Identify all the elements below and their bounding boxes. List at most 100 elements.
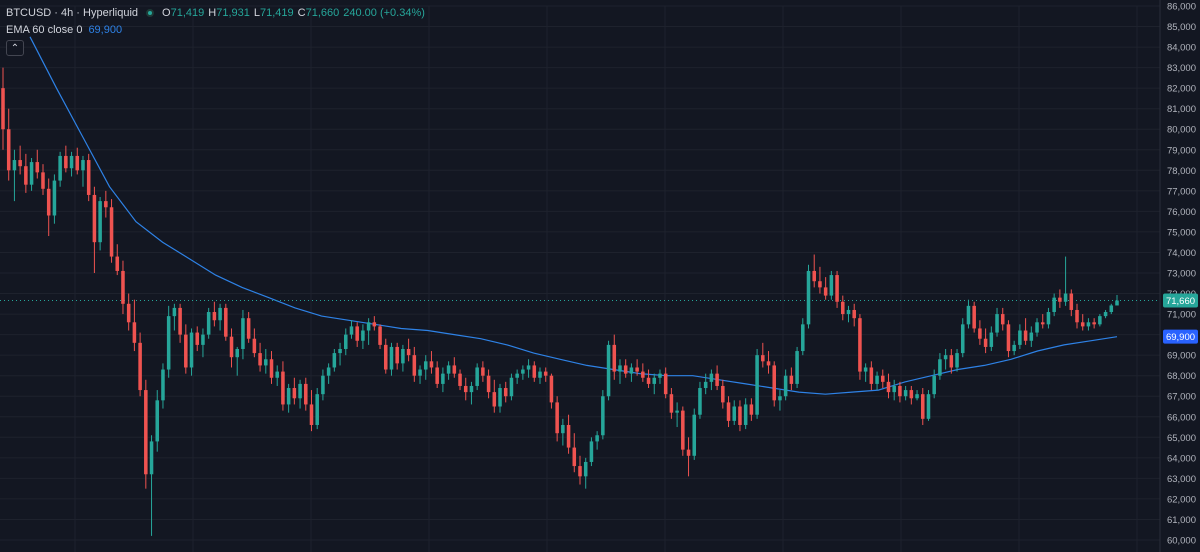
y-tick-label: 77,000: [1167, 186, 1196, 197]
symbol-title[interactable]: BTCUSD · 4h · Hyperliquid: [6, 6, 139, 19]
candle-body: [503, 388, 508, 397]
y-tick-label: 79,000: [1167, 145, 1196, 156]
y-tick-label: 83,000: [1167, 63, 1196, 74]
y-tick-label: 85,000: [1167, 22, 1196, 33]
candle: [224, 303, 228, 341]
candle-body: [1115, 300, 1119, 306]
candle-body: [566, 424, 571, 448]
candle-body: [463, 385, 468, 393]
y-tick-label: 80,000: [1167, 125, 1196, 136]
candle: [652, 373, 657, 395]
candle-body: [321, 375, 325, 395]
candle-body: [144, 390, 148, 475]
candle: [349, 320, 354, 339]
candle-body: [41, 172, 45, 189]
candle-body: [812, 270, 816, 282]
candle-body: [224, 307, 228, 337]
y-tick-label: 69,000: [1167, 351, 1196, 362]
candle: [641, 363, 645, 382]
candle-body: [281, 371, 285, 405]
y-tick-label: 75,000: [1167, 227, 1196, 238]
candle-body: [761, 355, 765, 362]
candle: [326, 363, 331, 384]
candle: [909, 385, 914, 405]
candle-body: [149, 441, 154, 475]
y-tick-label: 78,000: [1167, 166, 1196, 177]
candle-body: [875, 375, 879, 384]
candle-body: [1046, 312, 1051, 325]
ema-indicator-name[interactable]: EMA 60 close 0: [6, 23, 83, 36]
candle: [583, 457, 588, 489]
candle-body: [1029, 332, 1034, 341]
candle: [755, 348, 759, 419]
candle: [703, 373, 708, 395]
candle: [561, 418, 565, 446]
candle: [903, 385, 908, 401]
candle-body: [1109, 305, 1114, 313]
candle-body: [69, 155, 74, 169]
candle-body: [789, 375, 794, 384]
candle-body: [983, 338, 988, 347]
candle: [589, 437, 594, 467]
candle-body: [692, 414, 697, 456]
candle-body: [189, 332, 194, 368]
candle-body: [869, 367, 874, 384]
candle-body: [218, 307, 222, 321]
candle: [86, 153, 91, 202]
candle-body: [486, 375, 491, 393]
candle: [458, 369, 462, 391]
candle-body: [349, 326, 354, 335]
candle-body: [86, 160, 91, 195]
candle-body: [389, 346, 394, 370]
candle-body: [881, 375, 885, 382]
candle: [138, 332, 142, 397]
candle: [572, 433, 577, 473]
candle-body: [698, 388, 702, 415]
price-axis[interactable]: 60,000 61,000 62,000 63,000 64,000 65,000 66,0…: [1167, 2, 1196, 547]
y-tick-label: 76,000: [1167, 207, 1196, 218]
candle: [932, 369, 936, 399]
candle: [264, 348, 268, 374]
candle: [966, 299, 971, 329]
candle: [343, 328, 348, 356]
candle-body: [383, 344, 388, 370]
close-value: 71,660: [305, 6, 340, 19]
ema-row[interactable]: EMA 60 close 0 69,900: [6, 21, 425, 38]
candle: [115, 244, 120, 276]
candle-body: [435, 367, 439, 384]
candle-body: [275, 371, 279, 378]
candle: [41, 164, 45, 195]
candle-body: [429, 361, 434, 368]
candle: [338, 342, 342, 366]
candle-body: [715, 373, 719, 386]
candle-body: [612, 344, 617, 372]
candle-body: [623, 365, 628, 374]
candle-body: [1052, 297, 1056, 313]
candle: [75, 147, 80, 175]
candle: [629, 363, 634, 382]
candle: [52, 174, 57, 224]
collapse-legend-button[interactable]: ⌃: [6, 40, 24, 56]
last-price-tag: 71,660: [1166, 296, 1195, 307]
candle-body: [1040, 322, 1045, 325]
candle-body: [732, 406, 737, 421]
candle-body: [1058, 297, 1062, 302]
candle: [732, 400, 737, 425]
candle-body: [1086, 322, 1091, 327]
candle: [1075, 303, 1079, 329]
ema-price-tag-bg: [1163, 329, 1198, 344]
candle: [1018, 324, 1022, 349]
candle-body: [98, 201, 102, 243]
candle: [406, 338, 411, 362]
candle: [81, 155, 85, 187]
candle-body: [378, 326, 382, 345]
candle-body: [583, 461, 588, 477]
candle: [938, 353, 942, 380]
candle: [806, 264, 811, 329]
candle-body: [29, 162, 34, 185]
candle: [555, 396, 559, 442]
candle: [1080, 314, 1085, 331]
candle: [132, 299, 137, 352]
candle-body: [1000, 314, 1005, 325]
